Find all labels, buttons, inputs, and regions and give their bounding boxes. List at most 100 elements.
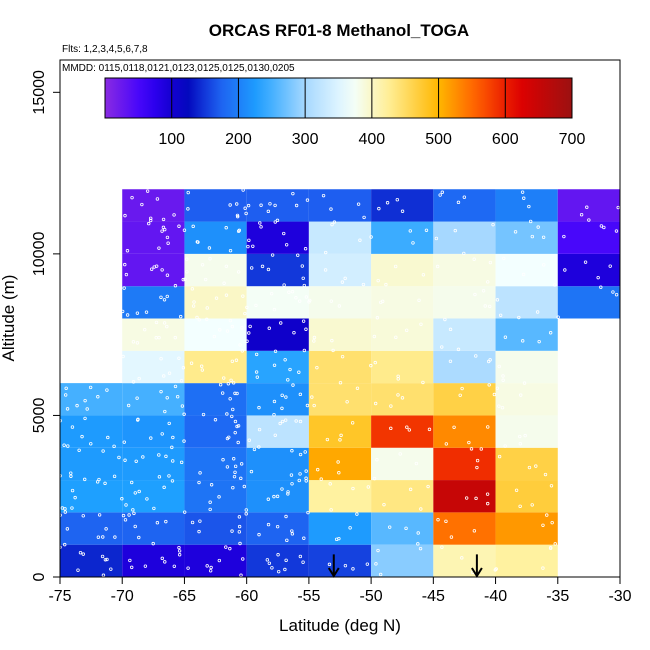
sample-point: [530, 503, 534, 507]
sample-point: [144, 310, 149, 314]
heatmap-bin: [308, 383, 372, 416]
sample-point: [487, 383, 491, 387]
sample-point: [323, 250, 328, 255]
heatmap-bin: [308, 318, 372, 351]
sample-point: [304, 476, 308, 480]
sample-point: [503, 335, 508, 339]
sample-point: [134, 459, 138, 463]
sample-point: [405, 425, 409, 429]
sample-point: [133, 524, 137, 529]
sample-point: [398, 452, 402, 456]
sample-point: [443, 317, 447, 322]
sample-point: [474, 496, 478, 501]
sample-point: [177, 545, 181, 550]
sample-point: [339, 433, 343, 438]
sample-point: [267, 326, 271, 330]
sample-point: [177, 553, 182, 557]
sample-point: [70, 506, 74, 510]
sample-point: [599, 224, 604, 228]
sample-point: [173, 284, 178, 288]
sample-point: [152, 265, 156, 269]
sample-point: [328, 482, 332, 486]
sample-point: [182, 412, 186, 416]
heatmap-bin: [433, 415, 496, 448]
sample-point: [305, 198, 310, 202]
sample-point: [481, 289, 486, 293]
sample-point: [143, 564, 148, 568]
sample-point: [495, 298, 500, 302]
sample-point: [282, 283, 286, 287]
sample-point: [416, 542, 420, 546]
sample-point: [587, 218, 591, 222]
sample-point: [77, 448, 81, 453]
flights-note: Flts: 1,2,3,4,5,6,7,8: [62, 44, 148, 55]
sample-point: [254, 352, 259, 357]
sample-point: [550, 520, 554, 525]
heatmap-bin: [246, 350, 309, 384]
sample-point: [173, 335, 177, 340]
sample-point: [197, 480, 201, 485]
heatmap-bin: [433, 480, 496, 513]
sample-point: [272, 307, 277, 312]
sample-point: [462, 251, 466, 256]
sample-point: [163, 409, 167, 414]
sample-point: [149, 436, 153, 440]
sample-point: [301, 319, 306, 323]
sample-point: [300, 264, 305, 268]
sample-point: [247, 438, 252, 442]
heatmap-bin: [308, 415, 372, 448]
sample-point: [268, 202, 272, 206]
sample-point: [160, 432, 164, 436]
sample-point: [132, 511, 136, 516]
sample-point: [266, 497, 271, 501]
sample-point: [217, 558, 222, 563]
sample-point: [611, 290, 615, 294]
sample-point: [545, 513, 549, 517]
sample-point: [241, 294, 245, 298]
sample-point: [100, 554, 105, 559]
sample-point: [148, 218, 153, 223]
sample-point: [167, 421, 171, 426]
sample-point: [63, 510, 67, 514]
sample-point: [280, 419, 285, 424]
sample-point: [286, 378, 290, 382]
sample-point: [218, 328, 222, 332]
sample-point: [181, 366, 186, 370]
sample-point: [340, 280, 345, 284]
sample-point: [235, 202, 239, 206]
x-tick-label: -50: [360, 588, 383, 605]
sample-point: [444, 519, 448, 524]
heatmap-bin: [122, 253, 185, 287]
sample-point: [284, 395, 288, 399]
sample-point: [334, 537, 339, 542]
sample-point: [83, 477, 87, 482]
sample-point: [228, 318, 233, 323]
sample-point: [301, 276, 305, 280]
sample-point: [208, 507, 212, 512]
sample-point: [494, 567, 498, 571]
sample-point: [173, 384, 178, 389]
sample-point: [141, 455, 145, 459]
sample-point: [523, 433, 527, 438]
sample-point: [395, 197, 400, 202]
sample-point: [421, 380, 425, 385]
sample-point: [284, 514, 288, 519]
sample-point: [376, 278, 380, 283]
sample-point: [356, 202, 361, 206]
heatmap-bin: [246, 318, 309, 351]
x-tick-label: -35: [546, 588, 569, 605]
heatmap-bin: [122, 350, 185, 384]
sample-point: [145, 189, 150, 193]
sample-point: [157, 246, 161, 250]
sample-point: [157, 475, 162, 479]
heatmap-bin: [184, 350, 247, 384]
sample-point: [172, 213, 176, 217]
sample-point: [448, 359, 453, 363]
sample-point: [246, 244, 250, 249]
sample-point: [273, 433, 277, 437]
sample-point: [407, 428, 412, 432]
sample-point: [378, 572, 383, 577]
sample-point: [297, 299, 302, 303]
sample-point: [284, 243, 289, 247]
sample-point: [152, 506, 156, 511]
